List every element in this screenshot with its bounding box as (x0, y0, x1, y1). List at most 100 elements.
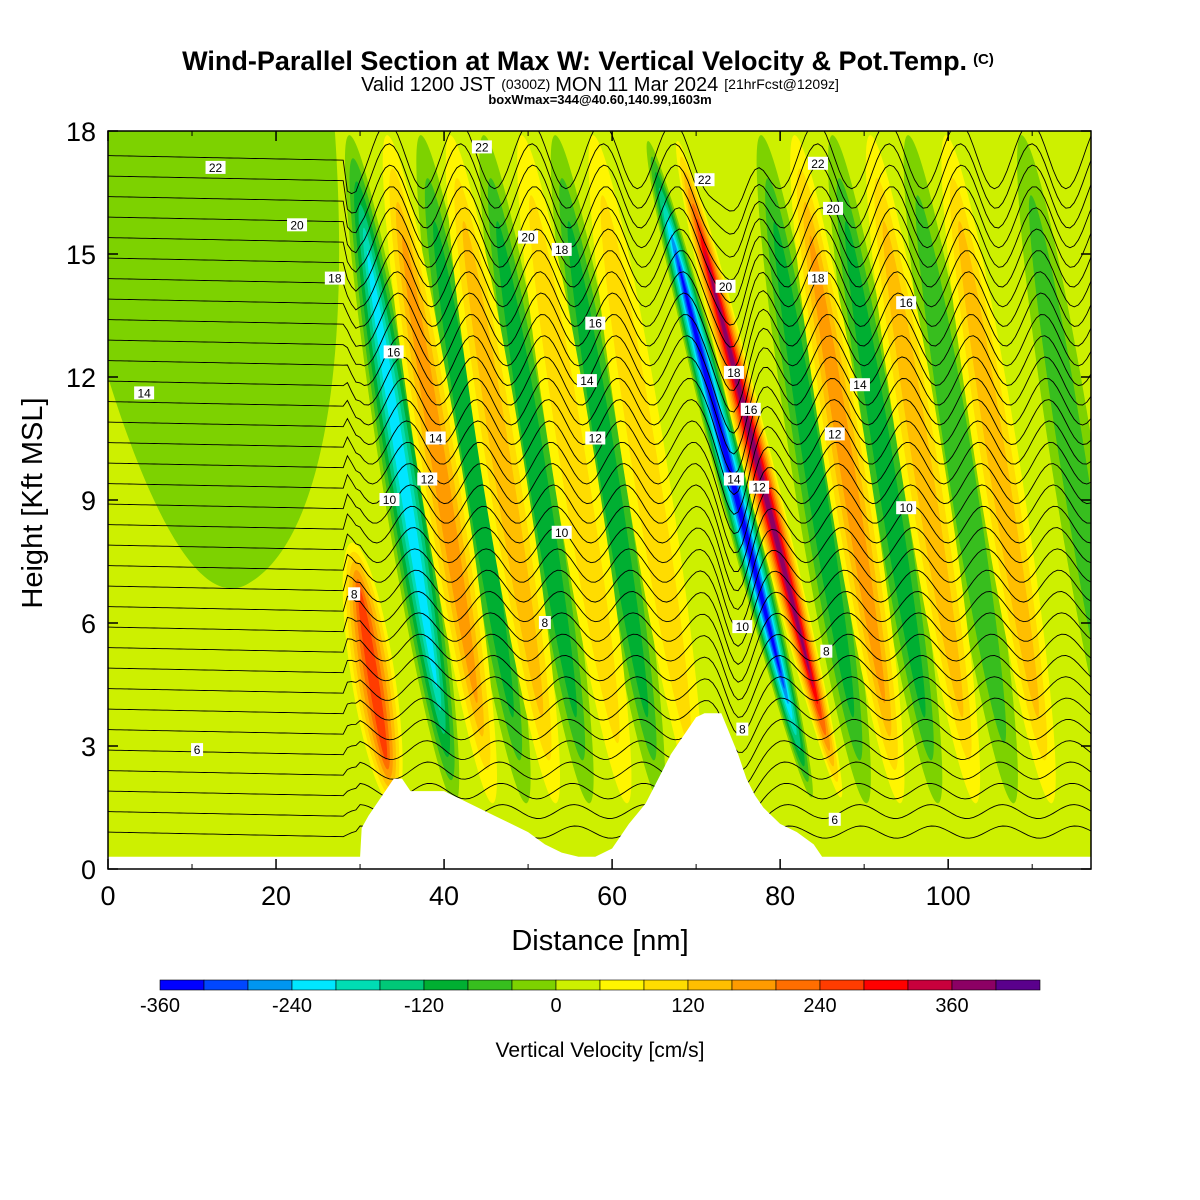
downdraft-band-level (496, 221, 577, 718)
contour-label-bg (723, 472, 744, 486)
colorbar-bin (819, 979, 865, 991)
contour-label-text: 10 (555, 526, 569, 540)
theta-contour-line (108, 131, 1091, 212)
theta-contour-line (108, 804, 1091, 842)
contour-label-text: 16 (387, 345, 401, 359)
colorbar-bin (951, 979, 997, 991)
contour-label-bg (551, 242, 572, 256)
contour-label-text: 6 (831, 813, 838, 827)
theta-contour-line (108, 399, 1091, 496)
colorbar-label: Vertical Velocity [cm/s] (496, 1039, 705, 1062)
y-tick-label: 0 (81, 855, 96, 885)
contour-label-bg (823, 201, 844, 215)
y-tick-label: 6 (81, 609, 96, 639)
colorbar-bin (995, 979, 1041, 991)
theta-contour-label: 18 (551, 242, 572, 257)
theta-contour-line (108, 484, 1091, 572)
contour-label-text: 16 (899, 296, 913, 310)
contour-label-bg (538, 616, 551, 629)
updraft-band-level (600, 195, 691, 744)
contour-label-bg (205, 160, 226, 174)
theta-contour-label: 22 (807, 156, 828, 171)
contour-label-bg (820, 644, 833, 658)
colorbar-tick-label: -120 (404, 995, 444, 1017)
theta-contour-label: 18 (723, 365, 744, 380)
colorbar-bin (203, 979, 249, 991)
contour-label-text: 14 (429, 432, 443, 446)
contour-label-text: 14 (580, 374, 594, 388)
contour-label-text: 22 (698, 173, 712, 187)
theta-contour-line (108, 761, 1091, 806)
theta-contour-label: 22 (694, 173, 715, 187)
colorbar-bin (731, 979, 777, 991)
contour-label-bg (425, 431, 446, 445)
x-tick-label: 80 (765, 881, 795, 911)
theta-contour-label: 12 (585, 431, 606, 446)
theta-contour-label: 14 (723, 472, 744, 487)
theta-contour-line (108, 697, 1091, 753)
contour-label-bg (576, 374, 597, 388)
contour-label-text: 8 (739, 723, 746, 737)
contour-label-text: 10 (736, 620, 750, 634)
theta-contour-line (108, 740, 1091, 789)
theta-contour-label: 8 (538, 616, 551, 630)
contour-label-text: 8 (542, 616, 549, 630)
contour-label-bg (417, 472, 438, 486)
theta-contour-line (108, 143, 1091, 235)
theta-contour-line (108, 292, 1091, 391)
colorbar-bin (775, 979, 821, 991)
contour-label-bg (715, 279, 736, 293)
contour-label-text: 8 (351, 587, 358, 601)
theta-contour-label: 12 (417, 472, 438, 487)
contour-label-bg (287, 218, 308, 232)
theta-contour-line (108, 207, 1091, 304)
contour-label-text: 22 (811, 157, 825, 171)
contour-label-text: 14 (727, 473, 741, 487)
contour-label-bg (551, 525, 572, 539)
axis-ticks: 0 20 40 60 80 100 0 3 6 9 12 15 18 (66, 117, 1091, 911)
contour-label-text: 8 (823, 645, 830, 659)
colorbar-tick-label: 120 (671, 995, 704, 1017)
theta-contour-label: 20 (823, 201, 844, 216)
contour-label-text: 20 (521, 231, 535, 245)
theta-contour-line (108, 420, 1091, 515)
theta-contour-label: 8 (736, 722, 749, 737)
x-tick-label: 60 (597, 881, 627, 911)
updraft-band-level (882, 221, 964, 718)
theta-contour-line (108, 718, 1091, 771)
theta-contour-label: 20 (287, 218, 308, 232)
colorbar-bin (687, 979, 733, 991)
contour-label-bg (849, 378, 870, 392)
chart-subtitle-box: boxWmax=344@40.60,140.99,1603m (488, 92, 711, 107)
contour-label-bg (749, 480, 770, 494)
contour-label-bg (807, 271, 828, 285)
x-tick-label: 40 (429, 881, 459, 911)
theta-contour-label: 6 (191, 743, 204, 757)
colorbar-bin (159, 979, 205, 991)
theta-contour-line (108, 612, 1091, 683)
theta-contour-line (108, 250, 1091, 348)
potential-temperature-contours (108, 131, 1091, 860)
contour-label-bg (736, 722, 749, 736)
contour-label-text: 12 (421, 473, 435, 487)
contour-label-bg (324, 271, 345, 285)
theta-contour-label: 14 (134, 386, 155, 400)
downdraft-band-level (915, 195, 1007, 744)
colorbar-bin (511, 979, 557, 991)
theta-contour-line (108, 505, 1091, 592)
theta-contour-line (108, 271, 1091, 370)
updraft-band-level (402, 235, 478, 704)
contour-label-text: 16 (744, 403, 758, 417)
theta-contour-label: 16 (585, 316, 606, 331)
y-tick-label: 12 (66, 363, 96, 393)
colorbar-bin (863, 979, 909, 991)
x-tick-label: 100 (926, 881, 971, 911)
theta-contour-line (108, 782, 1091, 824)
theta-contour-line (108, 633, 1091, 701)
theta-contour-label: 10 (551, 525, 572, 540)
contour-label-text: 20 (719, 280, 733, 294)
contour-label-text: 12 (828, 427, 842, 441)
theta-contour-label: 10 (732, 620, 753, 634)
contour-label-text: 12 (589, 432, 603, 446)
